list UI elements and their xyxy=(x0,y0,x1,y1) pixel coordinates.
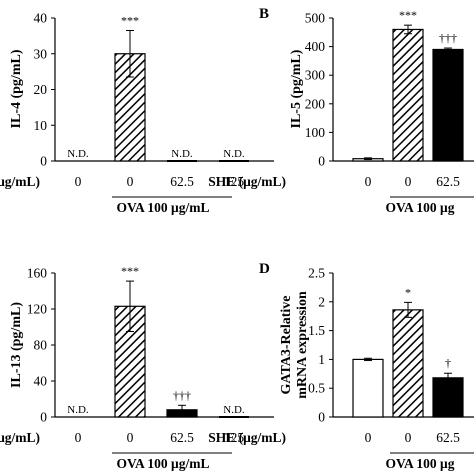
x-tick-label: 125 xyxy=(224,430,245,445)
bar-label: N.D. xyxy=(223,148,245,160)
group-label: OVA 100 μg xyxy=(386,456,455,471)
x-axis-label: SHE (μg/mL) xyxy=(208,174,286,189)
y-tick-label: 0 xyxy=(318,410,325,425)
y-axis-label: IL-4 (pg/mL) xyxy=(9,49,24,128)
x-tick-label: 62.5 xyxy=(170,174,194,189)
significance-label: † xyxy=(445,356,451,370)
group-label: OVA 100 μg xyxy=(386,200,455,215)
x-tick-label: 62.5 xyxy=(170,430,194,445)
significance-label: * xyxy=(405,285,411,299)
y-tick-label: 1 xyxy=(318,352,325,367)
x-tick-label: 62.5 xyxy=(436,430,460,445)
x-tick-label: 125 xyxy=(224,174,245,189)
y-tick-label: 20 xyxy=(34,82,48,97)
bar xyxy=(392,309,424,418)
panel-label: B xyxy=(259,6,269,22)
y-tick-label: 0.5 xyxy=(308,381,325,396)
x-tick-label: 0 xyxy=(75,174,82,189)
x-axis-label: (μg/mL) xyxy=(0,174,40,189)
group-label: OVA 100 μg/mL xyxy=(117,200,210,215)
y-axis-label: IL-13 (pg/mL) xyxy=(9,302,24,388)
y-tick-label: 300 xyxy=(305,68,326,83)
y-tick-label: 80 xyxy=(34,338,48,353)
bar-label: N.D. xyxy=(223,404,245,416)
y-axis-label: IL-5 (pg/mL) xyxy=(289,49,304,128)
panel-label: D xyxy=(259,261,270,277)
y-tick-label: 0 xyxy=(40,154,47,169)
y-tick-label: 100 xyxy=(305,125,326,140)
bar xyxy=(352,358,384,418)
y-tick-label: 200 xyxy=(305,96,326,111)
bar-label: N.D. xyxy=(67,148,89,160)
y-tick-label: 160 xyxy=(27,266,48,281)
y-tick-label: 40 xyxy=(34,11,48,26)
significance-label: *** xyxy=(121,264,139,278)
y-tick-label: 0 xyxy=(318,154,325,169)
y-tick-label: 400 xyxy=(305,39,326,54)
significance-label: ††† xyxy=(173,388,191,402)
y-tick-label: 10 xyxy=(34,118,48,133)
y-tick-label: 120 xyxy=(27,302,48,317)
significance-label: *** xyxy=(399,8,417,22)
bar xyxy=(166,409,198,418)
x-tick-label: 0 xyxy=(405,174,412,189)
x-tick-label: 0 xyxy=(127,174,134,189)
x-tick-label: 0 xyxy=(75,430,82,445)
y-tick-label: 0 xyxy=(40,410,47,425)
x-tick-label: 0 xyxy=(127,430,134,445)
y-axis-label: GATA3-Relative xyxy=(279,295,294,394)
significance-label: *** xyxy=(121,14,139,28)
bar xyxy=(392,28,424,162)
x-tick-label: 62.5 xyxy=(436,174,460,189)
x-tick-label: 0 xyxy=(365,174,372,189)
y-tick-label: 2.5 xyxy=(308,266,325,281)
bar xyxy=(432,377,464,418)
bar xyxy=(432,48,464,162)
y-tick-label: 500 xyxy=(305,11,326,26)
bar-label: N.D. xyxy=(67,404,89,416)
bar-label: N.D. xyxy=(171,148,193,160)
y-tick-label: 2 xyxy=(318,294,325,309)
group-label: OVA 100 μg/mL xyxy=(117,456,210,471)
y-tick-label: 40 xyxy=(34,374,48,389)
y-tick-label: 1.5 xyxy=(308,323,325,338)
significance-label: ††† xyxy=(439,31,457,45)
x-tick-label: 0 xyxy=(365,430,372,445)
x-tick-label: 0 xyxy=(405,430,412,445)
x-axis-label: (μg/mL) xyxy=(0,430,40,445)
y-tick-label: 30 xyxy=(34,46,48,61)
x-axis-label: SHE (μg/mL) xyxy=(208,430,286,445)
y-axis-label: mRNA expression xyxy=(295,291,310,399)
